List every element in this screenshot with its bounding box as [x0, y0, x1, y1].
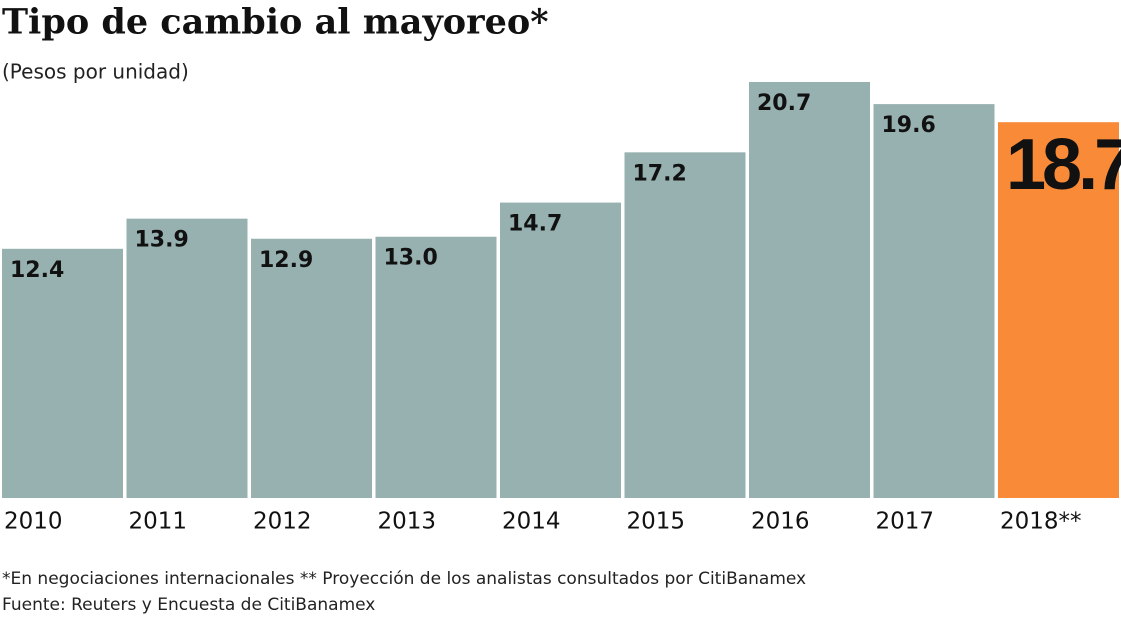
- x-tick-label: 2016: [751, 509, 810, 535]
- value-label: 18.7: [1006, 125, 1121, 205]
- bar: [873, 104, 995, 499]
- value-label: 17.2: [633, 161, 687, 186]
- bar: [749, 82, 870, 498]
- x-tick-label: 2012: [253, 509, 312, 535]
- source-note: Fuente: Reuters y Encuesta de CitiBaname…: [2, 595, 375, 615]
- bar: [375, 236, 497, 498]
- value-label: 13.0: [384, 246, 438, 271]
- x-tick-label: 2015: [627, 509, 686, 535]
- bar: [500, 202, 621, 498]
- chart-title: Tipo de cambio al mayoreo*: [2, 2, 549, 43]
- value-label: 20.7: [757, 91, 811, 116]
- x-tick-label: 2011: [129, 509, 188, 535]
- bar: [2, 248, 123, 498]
- bar: [998, 122, 1119, 498]
- value-label: 14.7: [508, 212, 562, 237]
- chart-subtitle: (Pesos por unidad): [2, 60, 189, 84]
- bar: [251, 238, 372, 499]
- footnote: *En negociaciones internacionales ** Pro…: [2, 569, 806, 589]
- value-label: 12.9: [259, 248, 313, 273]
- value-label: 13.9: [135, 228, 189, 253]
- x-tick-label: 2010: [4, 509, 63, 535]
- value-label: 19.6: [882, 113, 936, 138]
- x-tick-label: 2013: [378, 509, 437, 535]
- x-tick-label: 2014: [502, 509, 561, 535]
- value-label: 12.4: [10, 258, 64, 283]
- x-tick-label: 2018**: [1000, 509, 1082, 535]
- bar: [624, 152, 746, 498]
- bar: [126, 218, 248, 499]
- x-tick-label: 2017: [876, 509, 935, 535]
